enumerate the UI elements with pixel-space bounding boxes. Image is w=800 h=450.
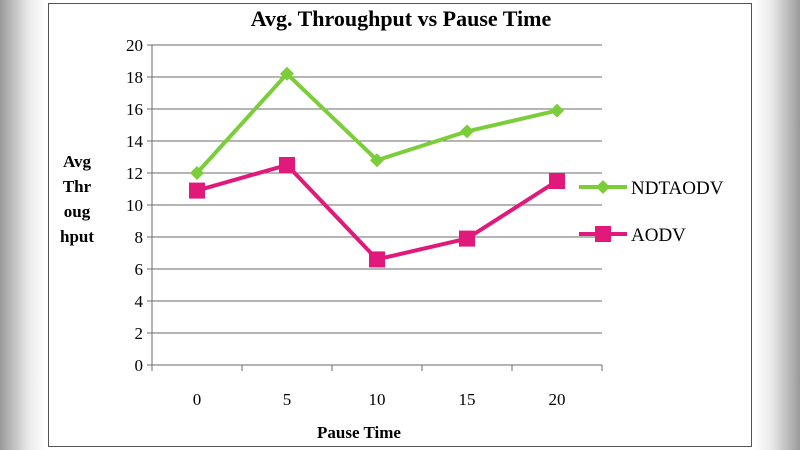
series-aodv <box>189 157 565 268</box>
y-tick-label: 14 <box>126 132 144 151</box>
series-ndtaodv <box>190 66 564 180</box>
y-tick-label: 18 <box>126 68 143 87</box>
legend-item: AODV <box>579 225 686 246</box>
y-tick-label: 20 <box>126 36 143 55</box>
data-point <box>370 153 384 168</box>
x-tick-labels: 0 5 10 15 20 <box>193 390 566 409</box>
data-point <box>459 230 475 247</box>
x-tick-label: 0 <box>193 390 202 409</box>
legend-label: NDTAODV <box>631 178 724 199</box>
legend: NDTAODV AODV <box>579 178 724 246</box>
data-point <box>549 173 565 189</box>
line-chart: Avg. Throughput vs Pause Time 0 2 4 6 8 10 12 1… <box>60 6 724 442</box>
y-tick-label: 2 <box>135 324 144 343</box>
series-line <box>196 163 559 262</box>
y-tick-label: 10 <box>126 196 143 215</box>
chart-title: Avg. Throughput vs Pause Time <box>251 6 552 31</box>
y-tick-label: 12 <box>126 164 143 183</box>
data-point <box>369 251 385 268</box>
y-axis-title-line: oug <box>64 202 91 221</box>
x-tick-label: 5 <box>283 390 292 409</box>
chart-frame: Avg. Throughput vs Pause Time 0 2 4 6 8 10 12 1… <box>48 3 752 447</box>
data-point <box>460 124 474 139</box>
y-tick-label: 0 <box>135 356 144 375</box>
y-tick-label: 8 <box>135 228 144 247</box>
legend-label: AODV <box>631 225 686 246</box>
data-point <box>595 226 611 242</box>
y-tick-labels: 0 2 4 6 8 10 12 14 16 18 20 <box>126 36 144 375</box>
data-point <box>190 166 204 180</box>
series-lines <box>189 66 565 268</box>
y-axis-title-line: hput <box>60 227 94 246</box>
data-point <box>280 66 294 81</box>
x-tick-label: 20 <box>549 390 566 409</box>
y-axis-title-line: Avg <box>63 152 92 171</box>
data-point <box>596 180 610 194</box>
y-tick-label: 4 <box>135 292 144 311</box>
y-axis-title-line: Thr <box>63 177 92 196</box>
x-axis-title: Pause Time <box>317 423 401 442</box>
y-tick-label: 6 <box>135 260 144 279</box>
data-point <box>550 103 564 118</box>
y-tick-label: 16 <box>126 100 143 119</box>
y-axis-title: Avg Thr oug hput <box>60 152 94 246</box>
axes <box>151 45 603 371</box>
x-tick-label: 10 <box>369 390 386 409</box>
x-tick-label: 15 <box>459 390 476 409</box>
data-point <box>279 157 295 173</box>
data-point <box>189 182 205 199</box>
gridlines <box>147 44 602 366</box>
legend-item: NDTAODV <box>579 178 724 199</box>
